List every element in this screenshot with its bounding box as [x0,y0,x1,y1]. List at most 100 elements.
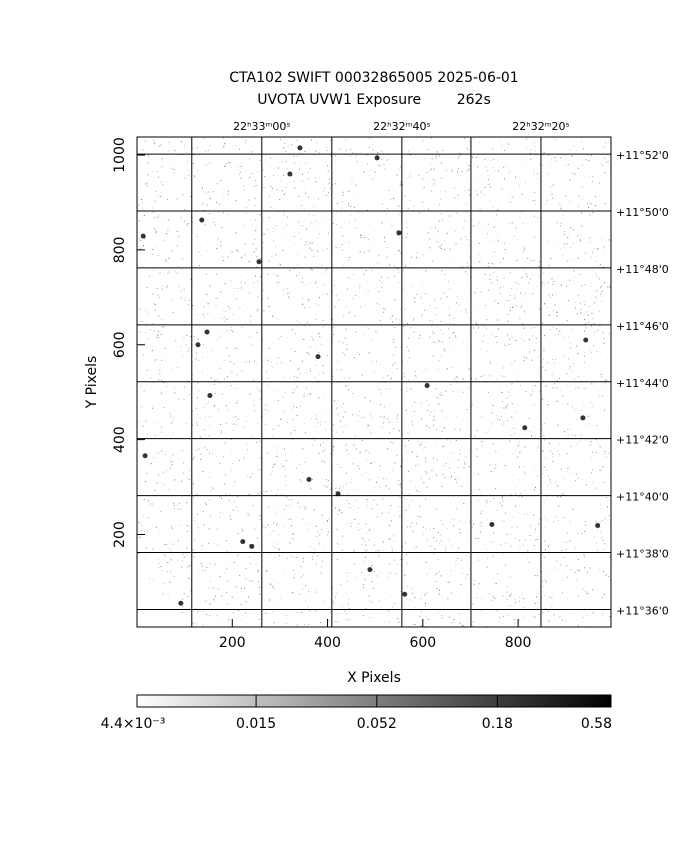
noise [486,350,488,352]
noise [148,500,150,502]
noise [423,302,425,304]
noise [414,624,416,626]
noise [257,543,259,545]
noise [393,363,395,365]
source [140,233,146,239]
noise [259,214,261,216]
noise [286,421,288,423]
noise [283,411,284,413]
noise [334,285,336,287]
noise [397,250,399,252]
noise [477,538,479,539]
noise [378,550,380,552]
noise [170,550,172,552]
noise [357,523,359,525]
noise [359,528,361,530]
noise [371,508,373,510]
noise [138,553,140,555]
noise [157,336,159,338]
noise [186,224,188,226]
noise [229,467,231,469]
noise [416,294,418,295]
noise [242,185,244,187]
noise [308,623,310,625]
noise [444,191,446,193]
noise [361,544,363,546]
noise [565,285,567,287]
noise [220,482,222,484]
dec-tick-label: +11°40'0 [616,491,669,504]
noise [315,610,316,612]
noise [144,183,146,185]
noise [443,474,444,476]
noise [166,285,168,287]
noise [349,222,350,224]
noise [441,614,443,616]
noise [428,602,429,604]
noise [343,315,345,317]
noise [359,234,361,236]
noise [195,352,197,354]
noise [369,530,371,532]
noise [259,494,260,496]
noise [548,294,550,296]
noise [416,522,418,524]
noise [357,421,359,423]
noise [143,245,144,246]
noise [544,302,546,304]
noise [567,471,569,473]
noise [290,360,291,362]
noise [368,174,370,176]
noise [537,494,539,496]
noise [409,174,411,176]
noise [193,456,195,458]
noise [291,525,292,527]
noise [323,190,324,192]
noise [460,427,462,429]
noise [138,204,140,206]
noise [154,228,156,230]
noise [346,349,348,351]
noise [476,430,478,431]
noise [229,308,231,309]
noise [322,319,324,321]
noise [156,287,158,289]
noise [392,372,394,374]
noise [242,224,244,226]
noise [285,484,287,486]
noise [418,515,419,517]
noise [469,521,470,522]
noise [430,411,432,413]
noise [558,444,560,446]
noise [224,379,226,381]
noise [585,159,587,161]
noise [425,293,427,294]
noise [479,531,481,533]
noise [514,605,516,607]
noise [575,547,577,549]
noise [222,137,224,139]
noise [247,449,249,451]
noise [312,337,314,339]
noise [515,493,517,495]
noise [545,337,547,339]
noise [311,222,313,224]
noise [482,228,484,230]
noise [202,511,204,512]
noise [572,406,573,408]
noise [324,367,326,369]
noise [197,147,199,149]
noise [569,342,571,344]
noise [488,289,490,291]
noise [254,205,255,207]
noise [212,453,213,455]
noise [556,529,558,530]
noise [375,331,377,333]
noise [500,253,502,255]
noise [515,486,516,488]
noise [254,528,256,530]
x-tick-label: 600 [409,635,436,651]
noise [384,414,386,416]
noise [602,395,604,397]
noise [354,315,356,317]
